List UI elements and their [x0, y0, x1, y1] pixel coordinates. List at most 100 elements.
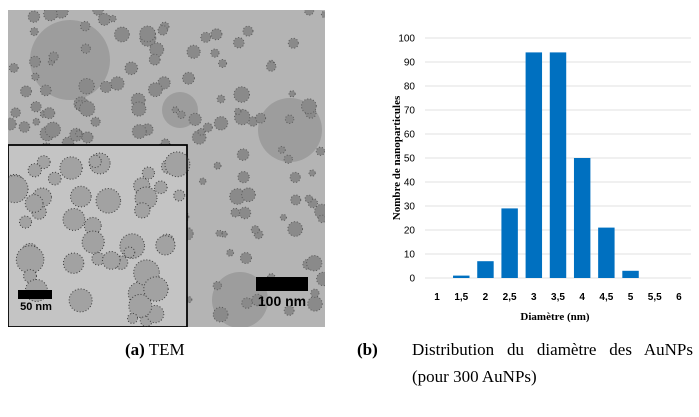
particle	[20, 85, 32, 98]
particle	[29, 27, 39, 37]
particle	[215, 229, 223, 237]
particle	[97, 12, 111, 26]
particle	[241, 187, 256, 203]
particle	[32, 117, 41, 126]
particle	[287, 221, 304, 237]
particle	[287, 37, 299, 49]
bar	[622, 270, 639, 278]
particle	[99, 80, 113, 94]
particle	[92, 10, 104, 16]
particle	[134, 202, 151, 219]
caption-text: TEM	[148, 340, 185, 359]
particle	[18, 215, 33, 229]
particle	[241, 297, 253, 309]
particle	[279, 213, 287, 221]
particle	[212, 306, 229, 323]
x-tick-label: 1	[434, 292, 440, 303]
x-tick-label: 2	[483, 292, 489, 303]
particle	[213, 161, 222, 170]
particle	[148, 53, 161, 66]
y-tick-label: 70	[404, 106, 416, 117]
particle	[80, 20, 91, 32]
particle	[304, 10, 315, 16]
particle	[83, 216, 102, 235]
particle	[277, 145, 286, 154]
particle	[114, 26, 130, 43]
particle	[79, 100, 96, 117]
particle	[315, 146, 325, 156]
particle	[239, 252, 252, 265]
particle	[128, 293, 153, 318]
particle	[95, 188, 122, 214]
particle	[88, 154, 102, 169]
particle	[283, 305, 295, 316]
particle	[316, 271, 325, 287]
particle	[236, 148, 250, 161]
small-scale-bar	[18, 290, 52, 299]
y-tick-label: 80	[404, 82, 416, 93]
particle	[8, 175, 29, 204]
particle	[157, 25, 169, 36]
particle	[39, 84, 52, 97]
particle	[255, 112, 267, 124]
particle	[301, 98, 317, 115]
particle	[31, 72, 40, 81]
particle	[24, 194, 44, 213]
particle	[131, 124, 147, 140]
particle	[237, 171, 250, 184]
x-tick-label: 6	[676, 292, 682, 303]
small-scale-label: 50 nm	[20, 301, 52, 313]
particle	[36, 155, 51, 170]
particle	[310, 288, 320, 298]
particle	[53, 10, 69, 19]
particle	[59, 156, 83, 180]
particle	[317, 214, 325, 224]
particle	[15, 245, 45, 274]
particle	[47, 171, 62, 186]
bar	[501, 208, 518, 278]
particle	[131, 101, 147, 117]
particle	[139, 25, 156, 43]
particle	[283, 154, 293, 164]
particle	[289, 171, 301, 184]
particle	[123, 246, 136, 259]
particle	[147, 82, 163, 98]
particle	[80, 43, 91, 54]
bar	[598, 227, 615, 278]
bar	[453, 275, 470, 278]
particle	[143, 276, 169, 302]
particle	[8, 62, 19, 73]
x-tick-label: 3,5	[551, 292, 565, 303]
x-tick-label: 5	[628, 292, 634, 303]
particle	[186, 44, 201, 59]
particle	[108, 14, 117, 23]
y-tick-label: 60	[404, 130, 416, 141]
particle	[216, 94, 226, 104]
particle	[164, 151, 191, 178]
particle	[154, 180, 168, 195]
inset-frame	[8, 144, 188, 327]
particle	[68, 288, 93, 313]
x-tick-label: 3	[531, 292, 537, 303]
particle	[233, 86, 250, 103]
particle	[44, 121, 61, 138]
particle	[70, 185, 92, 208]
y-tick-label: 0	[409, 274, 415, 285]
particle	[198, 177, 207, 186]
tem-image: 50 nm 100 nm	[8, 10, 325, 327]
particle	[197, 127, 206, 136]
x-tick-label: 4	[579, 292, 585, 303]
particle	[124, 61, 139, 76]
particle	[27, 10, 41, 23]
particle	[90, 116, 101, 127]
y-tick-label: 90	[404, 58, 416, 69]
particle	[127, 312, 139, 324]
particle	[10, 107, 21, 118]
particle	[306, 255, 323, 272]
particle	[188, 112, 202, 127]
large-scale-bar	[256, 277, 308, 291]
particle	[62, 208, 86, 231]
particle	[62, 252, 85, 274]
x-axis-label: Diamètre (nm)	[520, 311, 589, 323]
